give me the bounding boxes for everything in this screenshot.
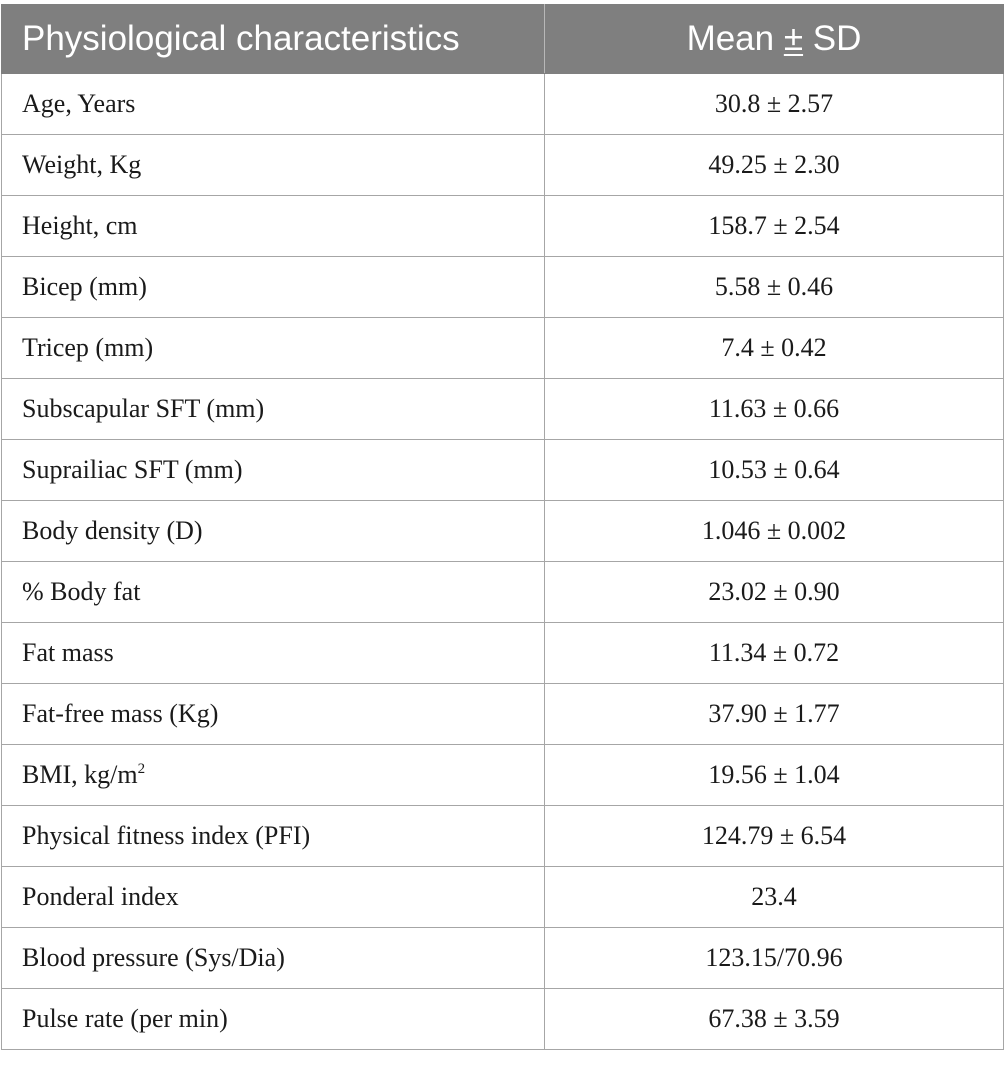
table-row: Suprailiac SFT (mm) 10.53 ± 0.64 [1,439,1004,501]
row-label: Ponderal index [1,866,545,928]
row-label: Weight, Kg [1,134,545,196]
table-row: Pulse rate (per min) 67.38 ± 3.59 [1,988,1004,1050]
row-label: Pulse rate (per min) [1,988,545,1050]
header-row: Physiological characteristics Mean ± SD [1,4,1004,74]
header-characteristics: Physiological characteristics [1,4,545,74]
table-row: Body density (D) 1.046 ± 0.002 [1,500,1004,562]
row-label: Body density (D) [1,500,545,562]
row-label: Fat mass [1,622,545,684]
plus-minus-symbol: ± [783,19,804,58]
table-row: Fat-free mass (Kg) 37.90 ± 1.77 [1,683,1004,745]
row-value: 158.7 ± 2.54 [544,195,1004,257]
row-label: % Body fat [1,561,545,623]
row-label: Height, cm [1,195,545,257]
table-row: Weight, Kg 49.25 ± 2.30 [1,134,1004,196]
row-value: 124.79 ± 6.54 [544,805,1004,867]
row-label: Physical fitness index (PFI) [1,805,545,867]
row-value: 67.38 ± 3.59 [544,988,1004,1050]
table-row: Physical fitness index (PFI) 124.79 ± 6.… [1,805,1004,867]
table-row: % Body fat 23.02 ± 0.90 [1,561,1004,623]
row-value: 49.25 ± 2.30 [544,134,1004,196]
row-label: Suprailiac SFT (mm) [1,439,545,501]
table-header: Physiological characteristics Mean ± SD [1,4,1004,74]
physiological-characteristics-table: Physiological characteristics Mean ± SD … [1,4,1004,1050]
row-value: 23.02 ± 0.90 [544,561,1004,623]
table-row: Subscapular SFT (mm) 11.63 ± 0.66 [1,378,1004,440]
row-value: 5.58 ± 0.46 [544,256,1004,318]
row-value: 11.34 ± 0.72 [544,622,1004,684]
row-value: 1.046 ± 0.002 [544,500,1004,562]
row-value: 7.4 ± 0.42 [544,317,1004,379]
header-mean-sd: Mean ± SD [544,4,1004,74]
row-value: 10.53 ± 0.64 [544,439,1004,501]
row-label-text: BMI, kg/m [22,760,138,789]
table-row: Fat mass 11.34 ± 0.72 [1,622,1004,684]
row-value: 11.63 ± 0.66 [544,378,1004,440]
row-label: Bicep (mm) [1,256,545,318]
row-label: Subscapular SFT (mm) [1,378,545,440]
row-label: Age, Years [1,73,545,135]
row-value: 37.90 ± 1.77 [544,683,1004,745]
row-label: Tricep (mm) [1,317,545,379]
table-row: Age, Years 30.8 ± 2.57 [1,73,1004,135]
row-label: Fat-free mass (Kg) [1,683,545,745]
table-row: Tricep (mm) 7.4 ± 0.42 [1,317,1004,379]
table-row: Blood pressure (Sys/Dia) 123.15/70.96 [1,927,1004,989]
row-value: 30.8 ± 2.57 [544,73,1004,135]
table-row: Ponderal index 23.4 [1,866,1004,928]
superscript-exponent: 2 [137,761,146,777]
row-label: Blood pressure (Sys/Dia) [1,927,545,989]
header-sd-label: SD [803,19,862,58]
row-label: BMI, kg/m2 [1,744,545,806]
table-body: Age, Years 30.8 ± 2.57 Weight, Kg 49.25 … [1,73,1004,1050]
row-value: 23.4 [544,866,1004,928]
row-value: 19.56 ± 1.04 [544,744,1004,806]
row-value: 123.15/70.96 [544,927,1004,989]
table-row: Bicep (mm) 5.58 ± 0.46 [1,256,1004,318]
header-mean-label: Mean [686,19,784,58]
table-row: Height, cm 158.7 ± 2.54 [1,195,1004,257]
table-row: BMI, kg/m2 19.56 ± 1.04 [1,744,1004,806]
